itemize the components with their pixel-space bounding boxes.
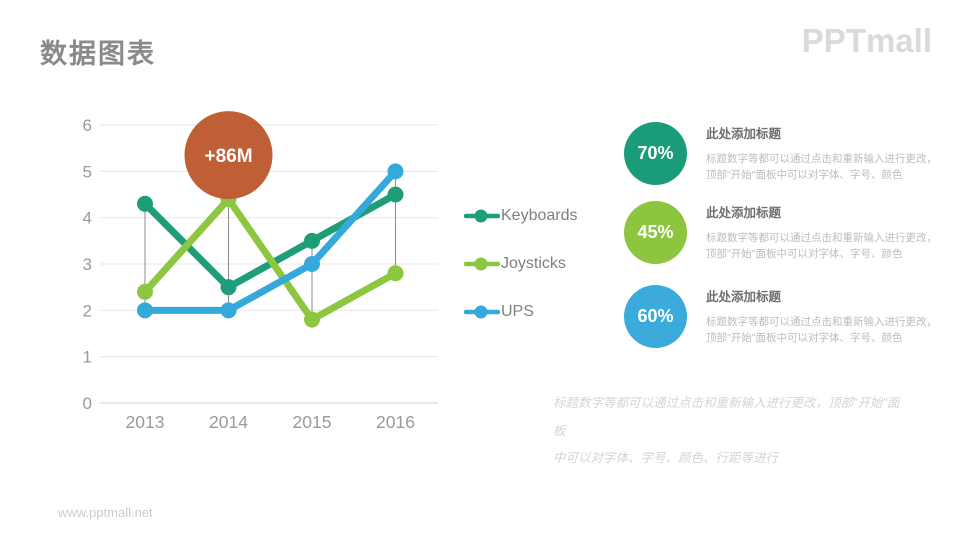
stat-text-3: 此处添加标题 标题数字等都可以通过点击和重新输入进行更改，顶部"开始"面板中可以… bbox=[706, 285, 944, 348]
stat-body: 标题数字等都可以通过点击和重新输入进行更改，顶部"开始"面板中可以对字体、字号、… bbox=[706, 316, 937, 345]
annotation-label: +86M bbox=[204, 146, 252, 167]
stat-circle-45: 45% bbox=[624, 201, 687, 264]
stat-text-2: 此处添加标题 标题数字等都可以通过点击和重新输入进行更改，顶部"开始"面板中可以… bbox=[706, 201, 944, 264]
legend-item-keyboards: Keyboards bbox=[464, 206, 578, 226]
footer-placeholder-note: 标题数字等都可以通过点击和重新输入进行更改，顶部"开始"面板 中可以对字体、字号… bbox=[553, 390, 903, 473]
page-title: 数据图表 bbox=[40, 39, 156, 69]
footer-note-line1: 标题数字等都可以通过点击和重新输入进行更改，顶部"开始"面板 bbox=[553, 396, 900, 438]
legend-marker-icon bbox=[464, 209, 500, 223]
y-axis-tick: 2 bbox=[83, 301, 92, 320]
legend-marker-icon bbox=[464, 257, 500, 271]
x-axis-tick: 2013 bbox=[126, 412, 165, 432]
y-axis-tick: 3 bbox=[83, 255, 92, 274]
y-axis-tick: 1 bbox=[83, 348, 92, 367]
x-axis-tick: 2015 bbox=[293, 412, 332, 432]
y-axis-tick: 0 bbox=[83, 394, 92, 413]
stat-title: 此处添加标题 bbox=[706, 127, 782, 141]
stat-row-2: 45% 此处添加标题 标题数字等都可以通过点击和重新输入进行更改，顶部"开始"面… bbox=[624, 201, 944, 264]
legend-marker-icon bbox=[464, 305, 500, 319]
series-ups bbox=[137, 163, 404, 319]
x-axis-tick: 2016 bbox=[376, 412, 415, 432]
stat-row-1: 70% 此处添加标题 标题数字等都可以通过点击和重新输入进行更改，顶部"开始"面… bbox=[624, 122, 944, 185]
chart-legend: Keyboards Joysticks UPS bbox=[464, 206, 578, 350]
stat-text-1: 此处添加标题 标题数字等都可以通过点击和重新输入进行更改，顶部"开始"面板中可以… bbox=[706, 122, 944, 185]
legend-item-joysticks: Joysticks bbox=[464, 254, 578, 274]
y-axis-tick: 6 bbox=[83, 116, 92, 135]
y-axis-tick: 4 bbox=[83, 209, 92, 228]
legend-label: Joysticks bbox=[501, 255, 566, 272]
series-joysticks bbox=[137, 191, 404, 328]
stat-body: 标题数字等都可以通过点击和重新输入进行更改，顶部"开始"面板中可以对字体、字号、… bbox=[706, 232, 937, 261]
annotation-bubble: +86M bbox=[184, 111, 273, 200]
y-axis-tick: 5 bbox=[83, 162, 92, 181]
stat-title: 此处添加标题 bbox=[706, 206, 782, 220]
pptmall-logo: PPTmall bbox=[801, 22, 932, 59]
x-axis-tick: 2014 bbox=[209, 412, 248, 432]
stat-body: 标题数字等都可以通过点击和重新输入进行更改，顶部"开始"面板中可以对字体、字号、… bbox=[706, 153, 937, 182]
stat-row-3: 60% 此处添加标题 标题数字等都可以通过点击和重新输入进行更改，顶部"开始"面… bbox=[624, 285, 944, 348]
website-url: www.pptmall.net bbox=[58, 505, 153, 520]
legend-label: Keyboards bbox=[501, 207, 578, 224]
stat-circle-60: 60% bbox=[624, 285, 687, 348]
footer-note-line2: 中可以对字体、字号、颜色、行距等进行 bbox=[553, 451, 779, 465]
stat-title: 此处添加标题 bbox=[706, 290, 782, 304]
stat-circle-70: 70% bbox=[624, 122, 687, 185]
legend-label: UPS bbox=[501, 303, 534, 320]
legend-item-ups: UPS bbox=[464, 302, 578, 322]
